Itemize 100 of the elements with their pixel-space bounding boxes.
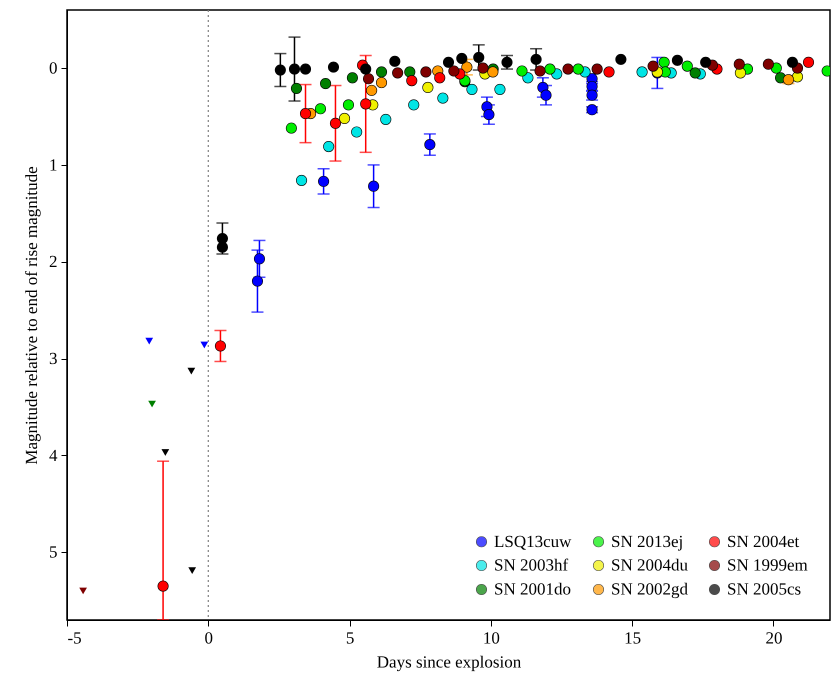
point — [320, 78, 332, 90]
point — [214, 340, 226, 352]
legend-label: SN 2001do — [494, 580, 571, 598]
y-tick-label: 4 — [49, 446, 58, 465]
point — [376, 66, 388, 78]
point — [636, 66, 648, 78]
point — [672, 54, 683, 66]
point — [380, 114, 392, 125]
point — [648, 60, 659, 72]
y-tick-label: 3 — [49, 349, 58, 368]
point — [408, 99, 420, 110]
point — [346, 72, 358, 84]
point — [442, 56, 454, 68]
point — [300, 108, 312, 120]
legend-label: SN 2005cs — [727, 580, 802, 598]
point — [338, 112, 350, 124]
point — [406, 75, 418, 86]
point — [448, 65, 460, 77]
x-axis-title: Days since explosion — [376, 652, 522, 672]
point — [392, 67, 404, 78]
point — [592, 64, 603, 75]
point — [424, 139, 436, 150]
point — [216, 242, 228, 253]
point — [477, 62, 489, 74]
legend-label: SN 2004du — [611, 556, 688, 574]
point — [368, 180, 380, 192]
point — [252, 276, 264, 287]
point — [603, 66, 615, 78]
point — [362, 73, 374, 84]
point — [323, 140, 334, 152]
legend-label: SN 1999em — [727, 556, 808, 574]
point — [296, 174, 308, 186]
point — [437, 92, 448, 104]
x-tick-label: -5 — [68, 628, 82, 648]
x-tick-label: 10 — [482, 628, 500, 648]
point — [288, 64, 300, 75]
point — [786, 56, 798, 68]
point — [483, 109, 494, 120]
point — [700, 56, 712, 68]
point — [461, 62, 472, 73]
y-axis-title: Magnitude relative to end of rise magnitude — [22, 166, 41, 465]
point — [762, 58, 774, 70]
y-tick-label: 2 — [49, 252, 58, 272]
point — [351, 126, 362, 138]
legend-label: SN 2004et — [727, 532, 800, 551]
point — [328, 62, 340, 73]
y-tick-label: 1 — [49, 155, 58, 174]
x-tick-label: 20 — [765, 628, 782, 648]
point — [376, 77, 388, 88]
x-tick-label: 5 — [346, 628, 354, 648]
point — [187, 368, 196, 375]
legend-label: SN 2002gd — [611, 580, 688, 598]
legend-label: LSQ13cuw — [494, 532, 572, 551]
point — [286, 122, 297, 134]
y-tick-label: 0 — [49, 58, 58, 78]
point — [682, 60, 693, 72]
point — [615, 54, 626, 65]
point — [522, 72, 534, 84]
y-tick-label: 5 — [49, 542, 58, 562]
point — [342, 99, 354, 110]
point — [314, 103, 326, 114]
point — [290, 82, 302, 94]
point — [422, 82, 434, 93]
point — [158, 580, 169, 592]
point — [473, 52, 484, 63]
point — [366, 84, 378, 96]
point — [389, 56, 400, 67]
point — [434, 72, 446, 84]
x-tick-label: 0 — [204, 628, 214, 648]
point — [734, 58, 745, 70]
point — [404, 66, 416, 78]
legend-label: SN 2003hf — [494, 556, 568, 574]
point — [802, 56, 814, 68]
point — [274, 64, 286, 76]
point — [586, 104, 598, 116]
point — [562, 64, 574, 75]
point — [254, 253, 265, 264]
point — [494, 84, 506, 95]
legend-label: SN 2013ej — [611, 532, 684, 551]
point — [530, 54, 542, 65]
point — [456, 52, 468, 64]
point — [360, 64, 372, 75]
point — [330, 118, 342, 129]
point — [360, 98, 372, 110]
point — [690, 67, 701, 78]
point — [658, 56, 670, 68]
point — [420, 66, 432, 78]
point — [544, 64, 556, 75]
point — [188, 567, 196, 574]
point — [516, 65, 528, 77]
point — [534, 65, 546, 77]
point — [540, 90, 552, 101]
point — [487, 66, 498, 78]
point — [300, 64, 312, 75]
point — [318, 176, 330, 187]
x-tick-label: 15 — [624, 628, 642, 648]
point — [770, 62, 782, 74]
point — [161, 449, 170, 456]
point — [572, 64, 584, 75]
point — [466, 84, 478, 95]
